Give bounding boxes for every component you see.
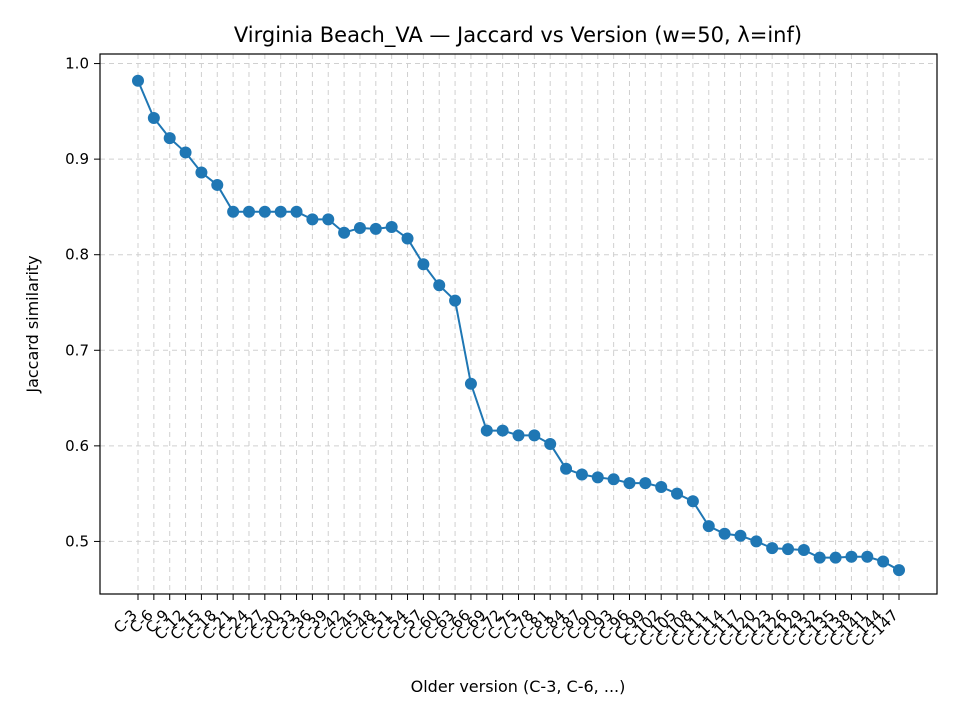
- data-point: [258, 205, 271, 218]
- data-point: [877, 555, 890, 568]
- data-point: [782, 543, 795, 556]
- data-point: [734, 529, 747, 542]
- data-point: [655, 480, 668, 493]
- data-point: [702, 520, 715, 533]
- y-tick-label: 0.8: [65, 246, 89, 264]
- data-point: [369, 222, 382, 235]
- data-point: [195, 166, 208, 179]
- data-point: [242, 205, 255, 218]
- y-axis-ticks: 0.5 0.6 0.7 0.8 0.9 1.0: [65, 55, 100, 550]
- data-point: [766, 542, 779, 555]
- data-point: [607, 473, 620, 486]
- grid-lines: [100, 54, 937, 594]
- series-line: [132, 74, 905, 577]
- data-point: [290, 205, 303, 218]
- y-axis-label: Jaccard similarity: [23, 255, 42, 393]
- data-point: [544, 437, 557, 450]
- data-point: [227, 205, 240, 218]
- data-point: [829, 551, 842, 564]
- chart-title: Virginia Beach_VA — Jaccard vs Version (…: [234, 23, 802, 48]
- data-point: [560, 462, 573, 475]
- data-point: [861, 550, 874, 563]
- data-point: [718, 527, 731, 540]
- data-point: [797, 544, 810, 557]
- y-tick-label: 0.7: [65, 341, 89, 359]
- data-point: [353, 221, 366, 234]
- x-axis-ticks: C-3C-6C-9C-12C-15C-18C-21C-24C-27C-30C-3…: [110, 594, 902, 650]
- data-point: [274, 205, 287, 218]
- data-point: [179, 146, 192, 159]
- data-point: [306, 213, 319, 226]
- x-axis-label: Older version (C-3, C-6, ...): [411, 677, 626, 696]
- data-point: [893, 564, 905, 577]
- data-point: [433, 279, 446, 292]
- y-tick-label: 0.5: [65, 532, 89, 550]
- y-tick-label: 1.0: [65, 55, 89, 73]
- data-point: [512, 429, 525, 442]
- y-tick-label: 0.6: [65, 437, 89, 455]
- y-tick-label: 0.9: [65, 150, 89, 168]
- data-point: [401, 232, 414, 245]
- data-point: [322, 213, 335, 226]
- data-point: [686, 495, 699, 508]
- data-point: [163, 132, 176, 145]
- data-point: [528, 429, 541, 442]
- data-point: [132, 74, 144, 87]
- data-point: [147, 112, 160, 125]
- data-point: [813, 551, 826, 564]
- data-point: [496, 424, 509, 437]
- data-point: [591, 471, 604, 484]
- data-point: [750, 535, 763, 548]
- data-point: [385, 220, 398, 233]
- data-point: [449, 294, 462, 307]
- data-point: [623, 477, 636, 490]
- data-point: [211, 178, 224, 191]
- data-point: [639, 477, 652, 490]
- data-point: [671, 487, 684, 500]
- data-point: [338, 226, 351, 239]
- data-point: [417, 258, 430, 271]
- data-point: [575, 468, 588, 481]
- data-point: [845, 550, 858, 563]
- data-point: [464, 377, 477, 390]
- data-point: [480, 424, 493, 437]
